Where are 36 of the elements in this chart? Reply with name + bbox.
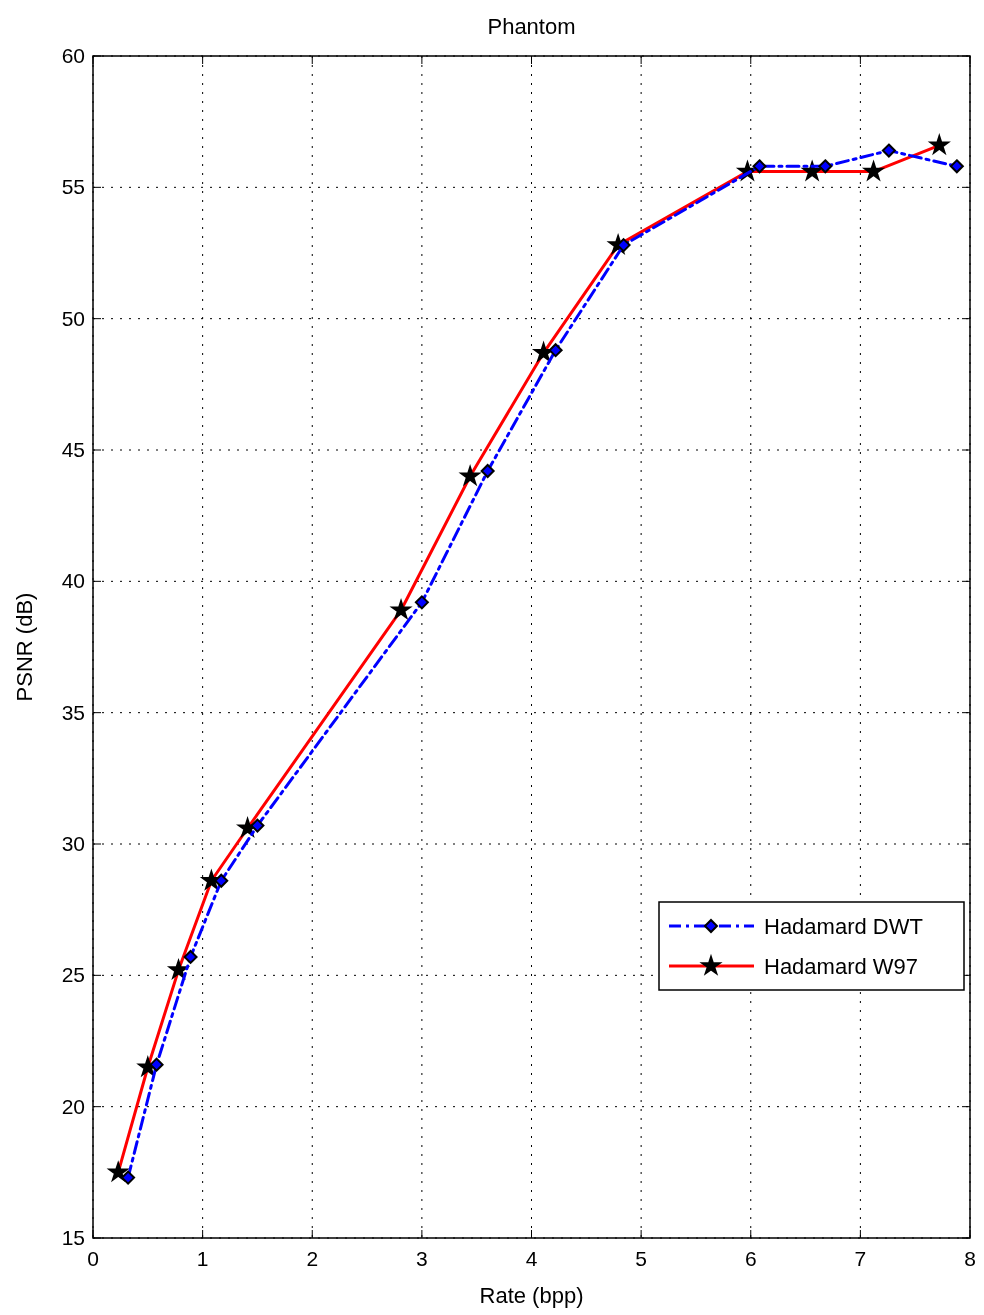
y-tick-label: 35 <box>61 700 85 724</box>
y-tick-label: 45 <box>61 438 85 461</box>
x-axis-title: Rate (bpp) <box>479 1283 584 1308</box>
point <box>881 143 896 158</box>
y-tick-label: 25 <box>61 963 85 987</box>
y-tick-label: 55 <box>61 175 85 199</box>
y-tick-label: 15 <box>61 1226 85 1249</box>
x-tick-label: 6 <box>744 1247 757 1270</box>
chart-title: Phantom <box>487 14 576 39</box>
x-tick-label: 3 <box>416 1247 428 1270</box>
y-tick-label: 40 <box>61 569 85 593</box>
point <box>752 159 767 174</box>
point <box>149 1057 164 1072</box>
x-tick-label: 4 <box>525 1247 538 1270</box>
y-tick-label: 30 <box>61 832 85 855</box>
point <box>214 873 229 888</box>
x-tick-label: 2 <box>306 1247 319 1270</box>
x-tick-label: 1 <box>196 1247 209 1270</box>
point <box>250 818 265 833</box>
y-tick-label: 60 <box>61 44 85 67</box>
y-tick-label: 20 <box>61 1094 85 1118</box>
point <box>183 949 198 964</box>
legend-label: Hadamard W97 <box>764 954 919 979</box>
x-tick-label: 0 <box>87 1247 99 1270</box>
y-axis-title: PSNR (dB) <box>12 592 37 702</box>
point <box>480 464 495 479</box>
x-tick-label: 5 <box>635 1247 647 1270</box>
point <box>121 1170 136 1185</box>
point <box>949 159 964 174</box>
x-tick-label: 8 <box>964 1247 976 1270</box>
point <box>548 343 563 358</box>
x-tick-label: 7 <box>854 1247 867 1270</box>
point <box>818 159 833 174</box>
point <box>414 595 429 610</box>
y-tick-label: 50 <box>61 306 85 330</box>
legend-label: Hadamard DWT <box>764 914 923 939</box>
